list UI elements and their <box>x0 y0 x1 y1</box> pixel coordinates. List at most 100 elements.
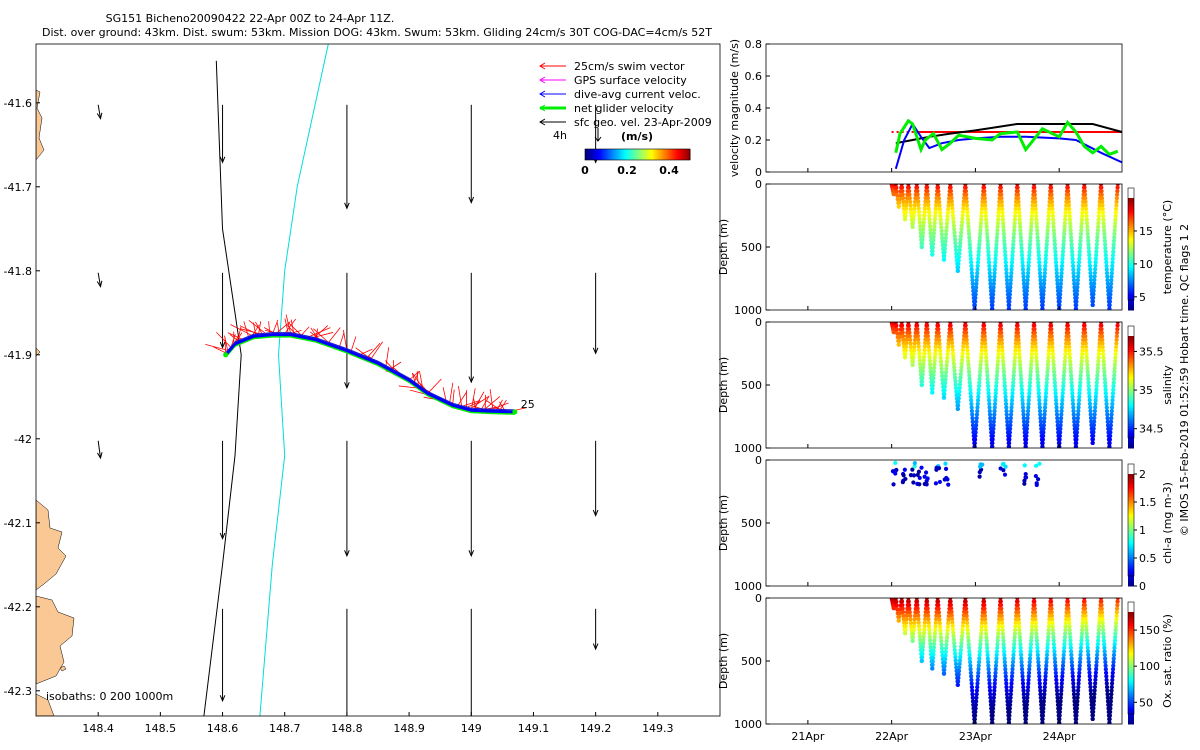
salinity-sample-point <box>945 348 950 353</box>
temperature-sample-point <box>1057 303 1062 308</box>
map-x-tick-label: 148.7 <box>269 722 301 735</box>
salinity-y-tick-label: 0 <box>755 316 762 329</box>
temperature-sample-point <box>1045 235 1050 240</box>
temperature-sample-point <box>1041 281 1047 286</box>
salinity-sample-point <box>1078 380 1083 385</box>
oxygen-sample-point <box>1112 642 1117 647</box>
salinity-sample-point <box>1113 348 1118 353</box>
temperature-sample-point <box>1066 203 1072 208</box>
temperature-sample-point <box>967 238 972 244</box>
oxygen-sample-point <box>956 668 962 674</box>
temperature-sample-point <box>1013 206 1018 212</box>
salinity-sample-point <box>1036 391 1041 396</box>
temperature-sample-point <box>1085 231 1090 236</box>
temperature-sample-point <box>1013 213 1018 219</box>
oxygen-sample-point <box>986 670 991 675</box>
oxygen-sample-point <box>1036 667 1041 672</box>
temperature-sample-point <box>920 234 925 239</box>
oxygen-sample-point <box>1066 610 1071 615</box>
salinity-sample-point <box>1095 376 1100 382</box>
temperature-sample-point <box>1010 253 1015 258</box>
oxygen-sample-point <box>991 692 997 697</box>
oxygen-sample-point <box>1053 667 1058 672</box>
salinity-sample-point <box>1108 423 1113 428</box>
oxygen-sample-point <box>1092 684 1097 690</box>
temperature-sample-point <box>1068 224 1073 229</box>
salinity-sample-point <box>1066 341 1072 346</box>
salinity-sample-point <box>988 416 993 421</box>
salinity-sample-point <box>1083 337 1088 342</box>
oxygen-sample-point <box>1091 706 1096 711</box>
map-colorbar-cell <box>686 149 689 160</box>
salinity-sample-point <box>1011 376 1016 382</box>
temperature-sample-point <box>912 206 917 212</box>
salinity-sample-point <box>984 355 989 360</box>
oxygen-sample-point <box>1095 645 1100 650</box>
temperature-sample-point <box>1021 271 1026 276</box>
oxygen-sample-point <box>1076 685 1081 690</box>
temperature-sample-point <box>1061 242 1066 247</box>
temperature-sample-point <box>1085 235 1091 240</box>
oxygen-sample-point <box>1111 652 1117 658</box>
oxygen-sample-point <box>912 613 918 618</box>
temperature-sample-point <box>908 203 913 208</box>
temperature-sample-point <box>973 299 978 304</box>
temperature-sample-point <box>906 189 912 194</box>
oxygen-sample-point <box>982 613 988 618</box>
oxygen-sample-point <box>893 598 898 601</box>
temperature-sample-point <box>1034 221 1039 226</box>
temperature-sample-point <box>1068 231 1074 236</box>
oxygen-sample-point <box>1108 706 1113 711</box>
salinity-sample-point <box>1063 344 1068 350</box>
temperature-sample-point <box>916 202 921 208</box>
temperature-sample-point <box>1055 285 1060 290</box>
oxygen-sample-point <box>970 699 976 704</box>
oxygen-sample-point <box>1060 663 1066 668</box>
oxygen-sample-point <box>964 613 969 618</box>
salinity-sample-point <box>1093 398 1098 403</box>
salinity-sample-point <box>1069 384 1074 389</box>
oxygen-sample-point <box>895 607 900 612</box>
oxygen-sample-point <box>1000 627 1005 633</box>
salinity-sample-point <box>999 341 1005 346</box>
oxygen-sample-point <box>1049 606 1054 611</box>
oxygen-sample-point <box>1007 709 1012 715</box>
temperature-sample-point <box>1094 242 1099 247</box>
chla-sample-point <box>944 475 949 481</box>
oxygen-sample-point <box>1095 652 1100 658</box>
oxygen-sample-point <box>1104 681 1109 686</box>
temperature-sample-point <box>979 210 984 215</box>
salinity-sample-point <box>1026 394 1032 399</box>
oxygen-sample-point <box>1045 638 1051 643</box>
land-polygon-0 <box>36 89 45 161</box>
oxygen-sample-point <box>965 631 971 636</box>
oxygen-sample-point <box>1101 631 1106 636</box>
temperature-sample-point <box>958 237 963 242</box>
salinity-sample-point <box>1078 376 1083 382</box>
oxygen-sample-point <box>1067 624 1072 629</box>
temperature-sample-point <box>970 274 975 279</box>
oxygen-sample-point <box>1011 649 1016 654</box>
temperature-sample-point <box>1077 256 1082 261</box>
salinity-sample-point <box>976 394 981 399</box>
temperature-sample-point <box>1078 231 1084 236</box>
salinity-sample-point <box>1044 384 1049 389</box>
chla-sample-point <box>1001 468 1006 473</box>
temperature-sample-point <box>1038 274 1043 279</box>
temperature-sample-point <box>1069 246 1074 251</box>
chla-sample-point <box>943 461 948 466</box>
temperature-sample-point <box>919 244 924 250</box>
salinity-sample-point <box>1107 441 1112 446</box>
chla-sample-point <box>903 476 908 482</box>
oxygen-sample-point <box>1061 649 1067 654</box>
oxygen-colorbar-cell <box>1128 674 1134 678</box>
temperature-sample-point <box>1044 246 1049 251</box>
oxygen-sample-point <box>1033 617 1038 622</box>
oxygen-sample-point <box>937 613 942 619</box>
salinity-sample-point <box>920 372 925 377</box>
oxygen-sample-point <box>1049 613 1055 618</box>
temperature-sample-point <box>1095 228 1100 233</box>
oxygen-sample-point <box>1075 699 1080 704</box>
map-colorbar-cell <box>648 149 651 160</box>
oxygen-sample-point <box>988 692 993 697</box>
